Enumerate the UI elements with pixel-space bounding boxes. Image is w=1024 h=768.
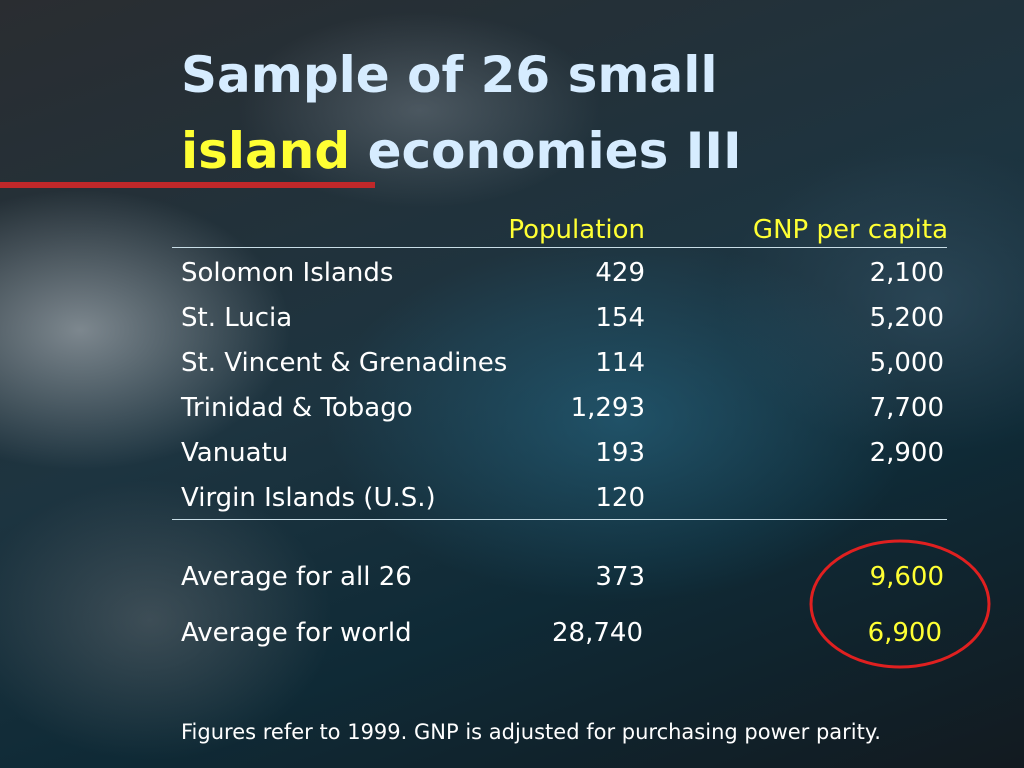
population: 429	[595, 258, 645, 288]
average-population: 28,740	[552, 618, 643, 648]
header-rule	[172, 247, 947, 248]
title-underline	[0, 182, 375, 188]
highlight-circle	[809, 539, 991, 669]
population: 114	[595, 348, 645, 378]
table-rule	[172, 519, 947, 520]
gnp-per-capita: 5,000	[869, 348, 944, 378]
gnp-per-capita: 7,700	[869, 393, 944, 423]
country-name: Vanuatu	[181, 438, 289, 468]
title-rest: economies III	[367, 122, 742, 180]
population: 193	[595, 438, 645, 468]
population: 120	[595, 483, 645, 513]
country-name: St. Lucia	[181, 303, 293, 333]
gnp-per-capita: 2,100	[869, 258, 944, 288]
country-name: St. Vincent & Grenadines	[181, 348, 508, 378]
average-gnp: 6,900	[867, 618, 942, 648]
country-name: Virgin Islands (U.S.)	[181, 483, 436, 513]
gnp-per-capita: 5,200	[869, 303, 944, 333]
average-label: Average for world	[181, 618, 412, 648]
column-header: GNP per capita	[752, 215, 948, 245]
title-line: Sample of 26 small	[181, 46, 718, 104]
gnp-per-capita: 2,900	[869, 438, 944, 468]
average-label: Average for all 26	[181, 562, 412, 592]
country-name: Trinidad & Tobago	[181, 393, 413, 423]
average-gnp: 9,600	[869, 562, 944, 592]
column-header: Population	[508, 215, 645, 245]
population: 154	[595, 303, 645, 333]
footnote: Figures refer to 1999. GNP is adjusted f…	[181, 720, 881, 744]
country-name: Solomon Islands	[181, 258, 394, 288]
population: 1,293	[570, 393, 645, 423]
title-line: island economies III	[181, 122, 742, 180]
average-population: 373	[595, 562, 645, 592]
title-highlight: island	[181, 122, 351, 180]
